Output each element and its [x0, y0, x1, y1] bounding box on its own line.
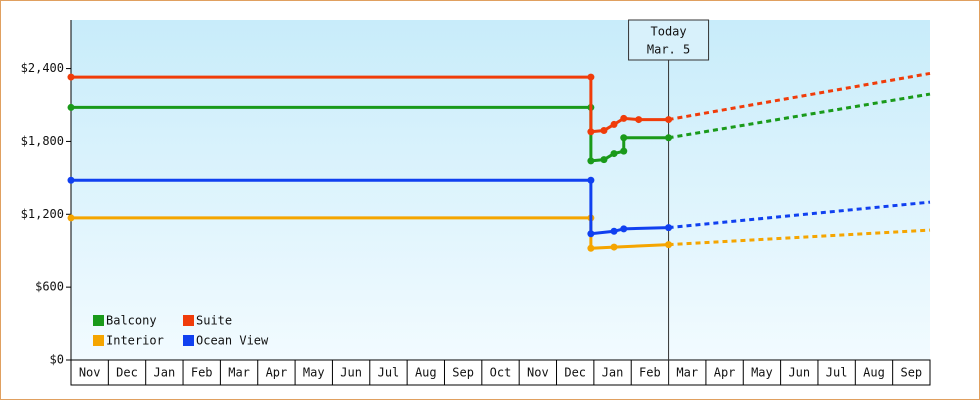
- x-tick-label: Jul: [826, 366, 848, 380]
- y-tick-label: $2,400: [21, 61, 64, 75]
- point: [587, 128, 595, 136]
- legend-label: Ocean View: [196, 334, 269, 348]
- point: [600, 127, 608, 134]
- x-tick-label: Aug: [863, 366, 885, 380]
- point: [587, 157, 595, 165]
- point: [635, 116, 643, 124]
- today-label: Today: [651, 25, 687, 39]
- today-box: [628, 19, 710, 61]
- x-tick-label: Nov: [527, 366, 549, 380]
- point: [665, 224, 673, 232]
- x-tick-label: Feb: [639, 366, 661, 380]
- point: [587, 244, 595, 252]
- x-tick-label: Mar: [228, 366, 250, 380]
- x-tick-label: Feb: [191, 366, 213, 380]
- forecast-line: [668, 228, 931, 247]
- x-tick-label: Aug: [415, 366, 437, 380]
- x-tick-label: Jan: [602, 366, 624, 380]
- point: [665, 116, 673, 124]
- legend-swatch: [93, 335, 104, 346]
- legend-label: Suite: [196, 314, 232, 328]
- point: [610, 120, 618, 128]
- x-tick-label: Jan: [154, 366, 176, 380]
- point: [67, 214, 75, 222]
- today-label: Mar. 5: [647, 43, 690, 57]
- x-tick-label: Oct: [490, 366, 512, 380]
- point: [587, 176, 595, 184]
- plot-area: [71, 20, 930, 360]
- legend-swatch: [93, 315, 104, 326]
- point: [587, 73, 595, 81]
- legend-swatch: [183, 315, 194, 326]
- x-tick-label: May: [751, 366, 773, 380]
- x-tick-label: Jul: [378, 366, 400, 380]
- legend-label: Balcony: [106, 314, 157, 328]
- point: [610, 227, 618, 235]
- point: [620, 134, 628, 142]
- x-tick-label: May: [303, 366, 325, 380]
- x-tick-label: Apr: [714, 366, 736, 380]
- point: [620, 147, 628, 155]
- point: [620, 225, 628, 233]
- x-tick-label: Apr: [266, 366, 288, 380]
- forecast-line: [668, 200, 931, 230]
- point: [67, 103, 75, 111]
- legend-swatch: [183, 335, 194, 346]
- x-tick-label: Sep: [452, 366, 474, 380]
- x-tick-label: Jun: [340, 366, 362, 380]
- point: [610, 150, 618, 158]
- point: [665, 241, 673, 249]
- x-tick-label: Jun: [788, 366, 810, 380]
- x-tick-label: Sep: [900, 366, 922, 380]
- y-tick-label: $1,800: [21, 134, 64, 148]
- price-line: [71, 178, 669, 236]
- legend-label: Interior: [106, 334, 164, 348]
- point: [587, 230, 595, 238]
- x-tick-label: Nov: [79, 366, 101, 380]
- x-tick-label: Dec: [564, 366, 586, 380]
- point: [67, 73, 75, 81]
- y-tick-label: $600: [35, 280, 64, 294]
- x-tick-label: Dec: [116, 366, 138, 380]
- forecast-line: [668, 92, 931, 140]
- y-tick-label: $1,200: [21, 207, 64, 221]
- point: [67, 176, 75, 184]
- point: [620, 114, 628, 122]
- point: [600, 156, 608, 164]
- y-tick-label: $0: [50, 353, 64, 367]
- point: [665, 134, 673, 142]
- x-tick-label: Mar: [676, 366, 698, 380]
- point: [610, 243, 618, 251]
